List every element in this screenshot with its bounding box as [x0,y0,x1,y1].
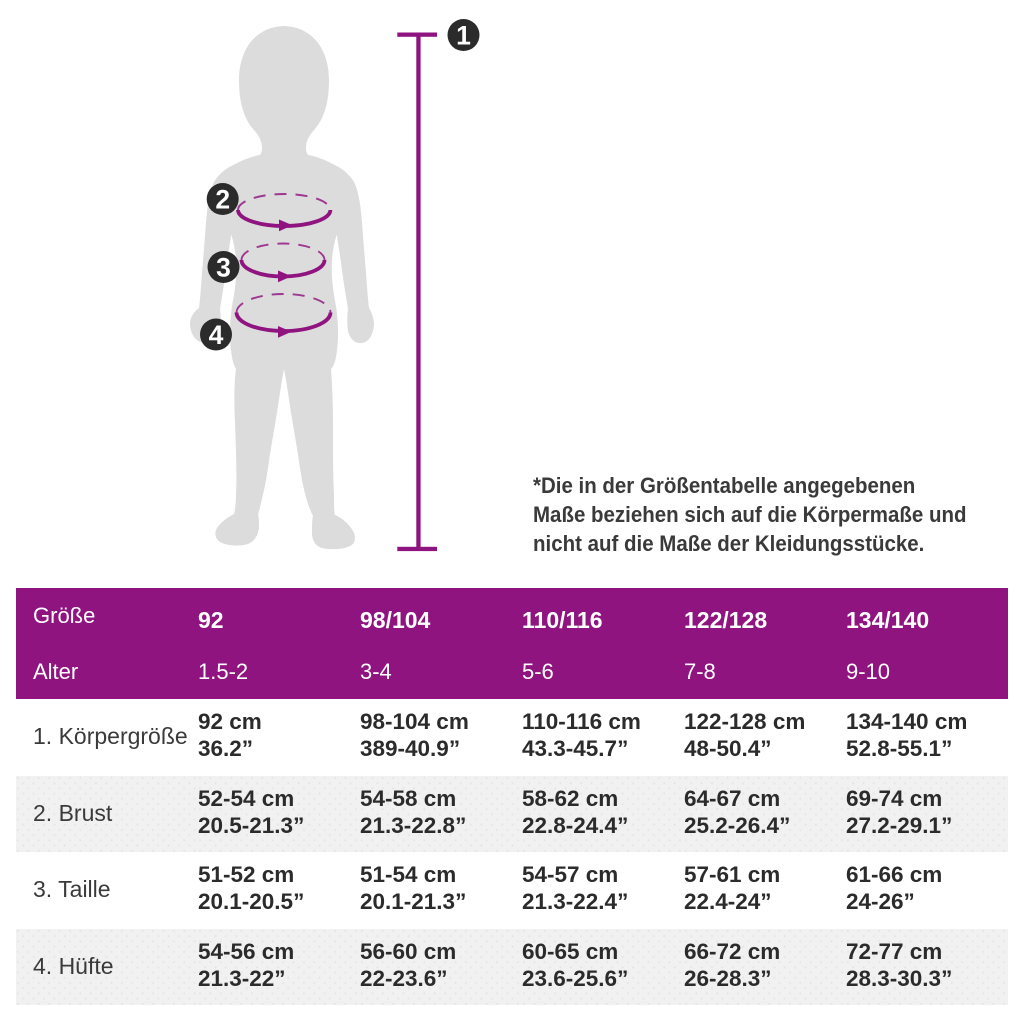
svg-text:1: 1 [456,20,471,50]
svg-text:3: 3 [216,252,231,282]
svg-text:2: 2 [215,184,230,214]
svg-text:4: 4 [209,320,224,350]
